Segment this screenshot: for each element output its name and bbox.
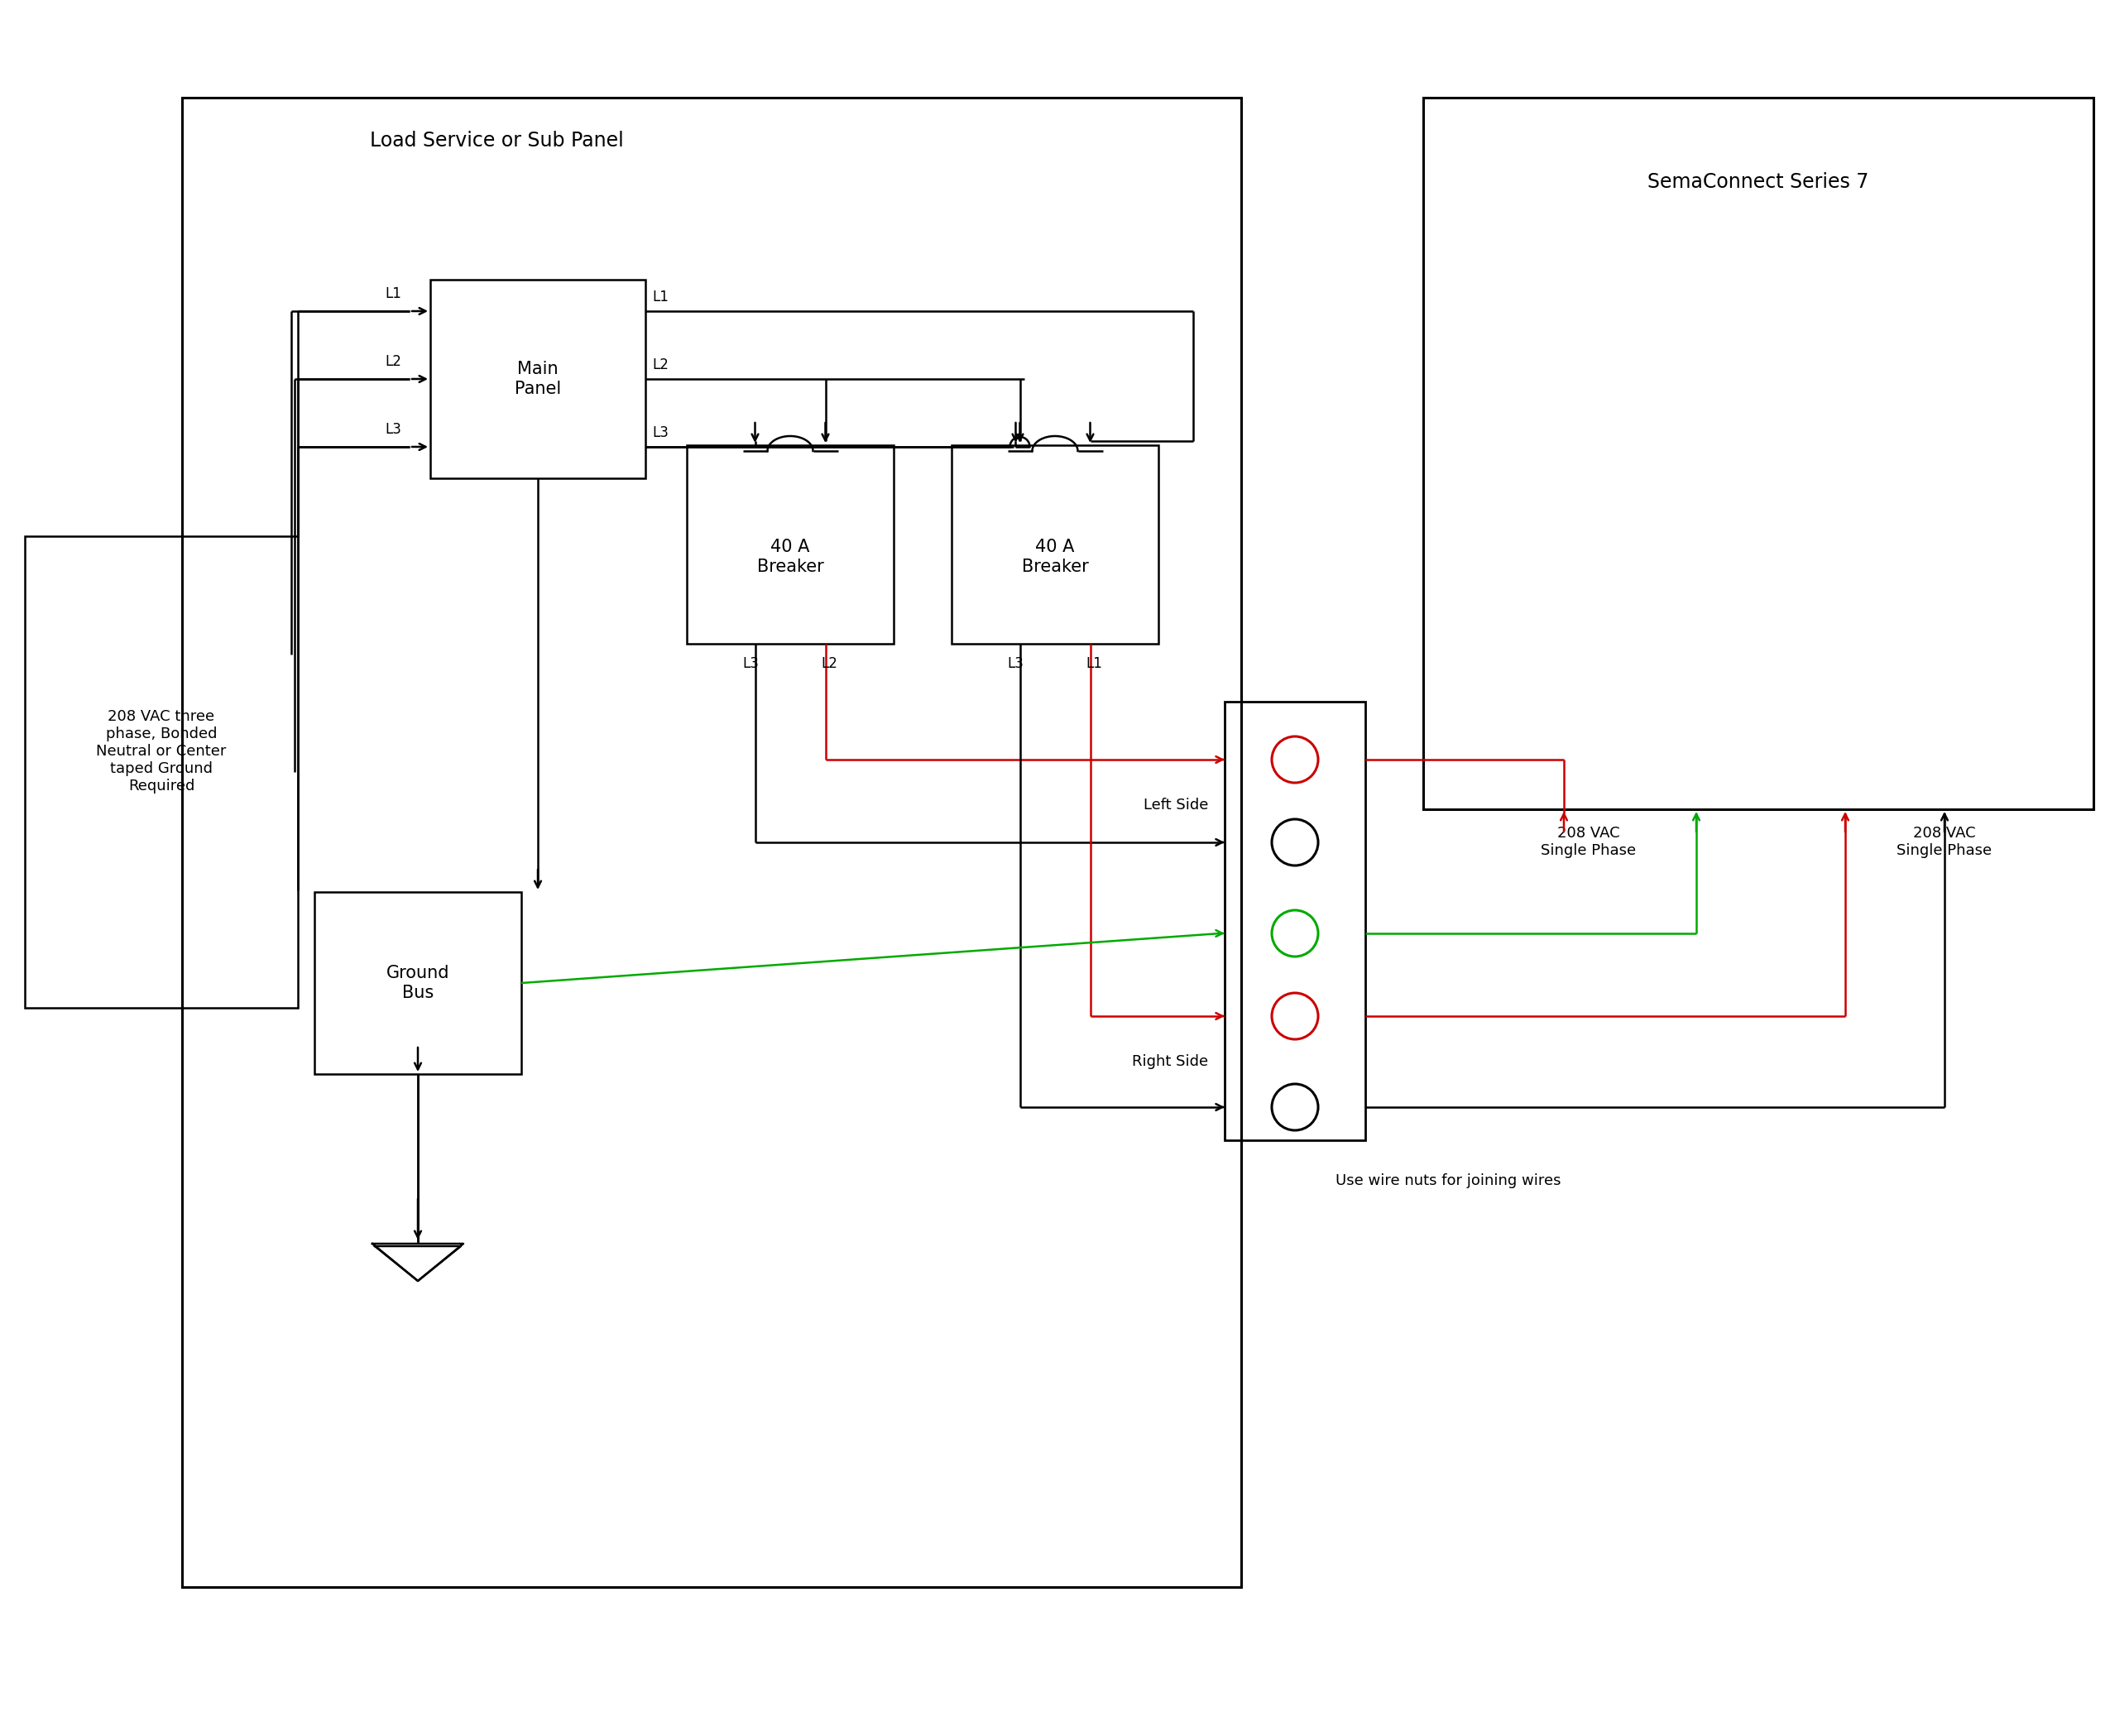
Bar <box>25 536 298 1009</box>
Text: 208 VAC three
phase, Bonded
Neutral or Center
taped Ground
Required: 208 VAC three phase, Bonded Neutral or C… <box>97 710 226 793</box>
Text: L2: L2 <box>652 358 669 372</box>
Text: Use wire nuts for joining wires: Use wire nuts for joining wires <box>1336 1174 1561 1187</box>
Bar <box>430 279 646 479</box>
Text: L2: L2 <box>821 656 838 672</box>
Text: L1: L1 <box>384 286 401 300</box>
Bar <box>952 444 1158 644</box>
Text: L1: L1 <box>1087 656 1104 672</box>
Text: 40 A
Breaker: 40 A Breaker <box>1021 538 1089 575</box>
Text: 208 VAC
Single Phase: 208 VAC Single Phase <box>1897 826 1992 858</box>
Text: SemaConnect Series 7: SemaConnect Series 7 <box>1648 172 1869 193</box>
Text: Left Side: Left Side <box>1144 797 1209 812</box>
Bar <box>1224 701 1365 1141</box>
Text: L2: L2 <box>384 354 401 370</box>
Text: Ground
Bus: Ground Bus <box>386 965 449 1002</box>
Text: 208 VAC
Single Phase: 208 VAC Single Phase <box>1540 826 1637 858</box>
Text: Load Service or Sub Panel: Load Service or Sub Panel <box>369 130 622 151</box>
Text: L1: L1 <box>652 290 669 304</box>
Text: Right Side: Right Side <box>1131 1054 1209 1069</box>
Text: 40 A
Breaker: 40 A Breaker <box>757 538 823 575</box>
Text: L3: L3 <box>384 422 401 437</box>
Bar <box>1424 97 2093 809</box>
Text: Main
Panel: Main Panel <box>515 361 561 398</box>
Text: L3: L3 <box>652 425 669 441</box>
Bar <box>314 892 521 1075</box>
Bar <box>181 97 1241 1587</box>
Text: L3: L3 <box>1006 656 1023 672</box>
Text: L3: L3 <box>743 656 760 672</box>
Bar <box>686 444 895 644</box>
